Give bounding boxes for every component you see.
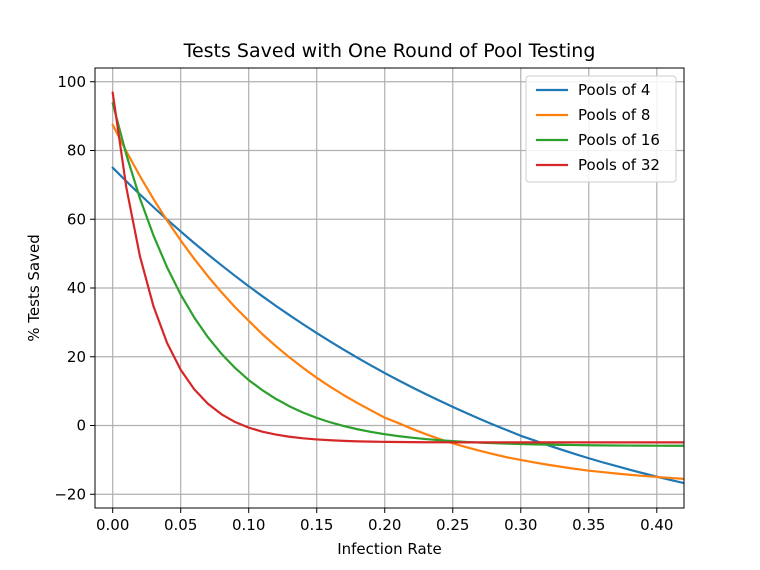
legend-box (525, 75, 677, 183)
legend-label: Pools of 16 (578, 131, 660, 149)
y-tick-label: 60 (67, 210, 86, 228)
y-tick-label: 80 (67, 142, 86, 160)
y-tick-label: 40 (67, 279, 86, 297)
x-tick-label: 0.15 (300, 516, 333, 534)
series-line-3 (111, 102, 684, 447)
legend-label: Pools of 4 (578, 81, 650, 99)
legend: Pools of 4 Pools of 8 Pools of 16 Pools of … (525, 75, 677, 183)
x-tick-label: 0.35 (572, 516, 605, 534)
y-tick-label: 0 (76, 417, 86, 435)
series-line-2 (111, 123, 684, 480)
x-tick-label: 0.20 (368, 516, 401, 534)
x-tick-label: 0.30 (504, 516, 537, 534)
legend-label: Pools of 8 (578, 106, 650, 124)
chart-title: Tests Saved with One Round of Pool Testi… (183, 40, 596, 62)
axis-ticks: 0.00 0.05 0.10 0.15 0.20 0.25 0.30 0.35 0.40 −20 0… (54, 73, 673, 534)
y-tick-label: 100 (57, 73, 86, 91)
x-tick-label: 0.40 (640, 516, 673, 534)
y-tick-label: −20 (54, 485, 86, 503)
x-tick-label: 0.00 (96, 516, 129, 534)
y-tick-label: 20 (67, 348, 86, 366)
series-lines (111, 91, 684, 485)
legend-label: Pools of 32 (578, 156, 660, 174)
series-line-1 (111, 166, 684, 485)
y-axis-label: % Tests Saved (25, 234, 43, 341)
x-axis-label: Infection Rate (337, 540, 442, 558)
x-tick-label: 0.25 (436, 516, 469, 534)
x-tick-label: 0.05 (164, 516, 197, 534)
x-tick-label: 0.10 (232, 516, 265, 534)
series-line-4 (111, 91, 684, 444)
